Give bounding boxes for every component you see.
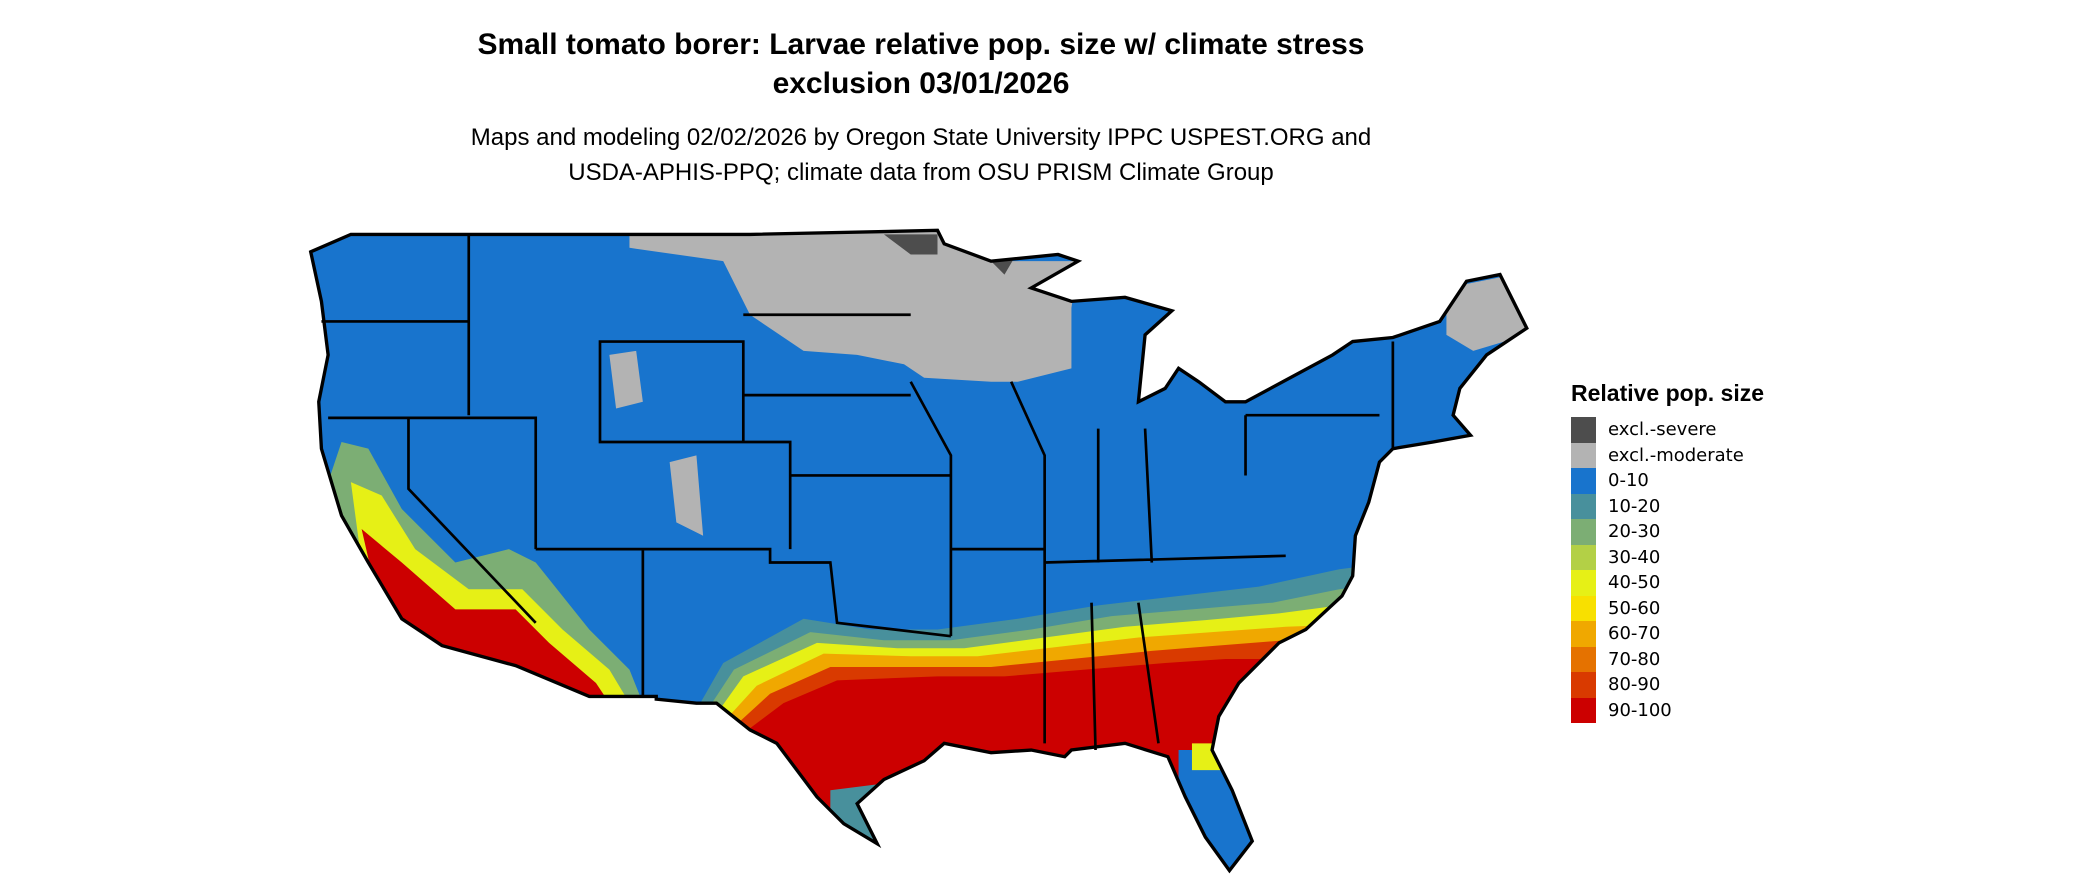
legend-swatch (1571, 493, 1596, 519)
legend-label: 60-70 (1608, 623, 1661, 645)
legend-item: 90-100 (1571, 697, 1764, 723)
legend-swatch (1571, 595, 1596, 621)
legend-swatch (1571, 697, 1596, 723)
legend-swatch (1571, 519, 1596, 545)
legend-item: 0-10 (1571, 468, 1764, 494)
state-borders (321, 234, 1395, 751)
legend-swatch (1571, 646, 1596, 672)
legend-item: 30-40 (1571, 544, 1764, 570)
legend-label: excl.-moderate (1608, 444, 1744, 466)
legend-label: 40-50 (1608, 572, 1661, 594)
legend-swatch (1571, 570, 1596, 596)
band-90-100 (729, 658, 1393, 871)
legend-swatch (1571, 417, 1596, 443)
legend-swatch (1571, 544, 1596, 570)
legend-label: 30-40 (1608, 546, 1661, 568)
legend-label: 10-20 (1608, 495, 1661, 517)
map-title-line1: Small tomato borer: Larvae relative pop.… (477, 28, 1365, 61)
legend-item: 20-30 (1571, 519, 1764, 545)
legend-item: 70-80 (1571, 646, 1764, 672)
region-excl-severe (883, 234, 1018, 275)
legend-items: excl.-severe excl.-moderate 0-10 10-20 20-30… (1571, 417, 1764, 723)
region-excl-moderate-rockies (609, 350, 704, 536)
region-excl-moderate-maine (1446, 274, 1527, 351)
legend-label: excl.-severe (1608, 419, 1717, 441)
legend-item: 40-50 (1571, 570, 1764, 596)
legend-label: 20-30 (1608, 521, 1661, 543)
legend-swatch (1571, 672, 1596, 698)
legend-item: excl.-severe (1571, 417, 1764, 443)
legend-item: 60-70 (1571, 621, 1764, 647)
legend-label: 90-100 (1608, 699, 1672, 721)
legend-swatch (1571, 468, 1596, 494)
legend-item: 10-20 (1571, 493, 1764, 519)
legend-swatch (1571, 621, 1596, 647)
legend-label: 0-10 (1608, 470, 1649, 492)
legend: Relative pop. size excl.-severe excl.-mod… (1571, 380, 1764, 723)
map-subtitle-line1: Maps and modeling 02/02/2026 by Oregon S… (470, 124, 1372, 151)
map-subtitle-line2: USDA-APHIS-PPQ; climate data from OSU PR… (568, 159, 1274, 186)
legend-item: 50-60 (1571, 595, 1764, 621)
legend-title: Relative pop. size (1571, 380, 1765, 406)
legend-label: 70-80 (1608, 648, 1661, 670)
legend-label: 80-90 (1608, 674, 1661, 696)
legend-item: 80-90 (1571, 672, 1764, 698)
legend-item: excl.-moderate (1571, 442, 1764, 468)
legend-label: 50-60 (1608, 597, 1661, 619)
map-title-line2: exclusion 03/01/2026 (772, 67, 1070, 100)
region-excl-moderate-north (629, 230, 1079, 382)
legend-swatch (1571, 442, 1596, 468)
